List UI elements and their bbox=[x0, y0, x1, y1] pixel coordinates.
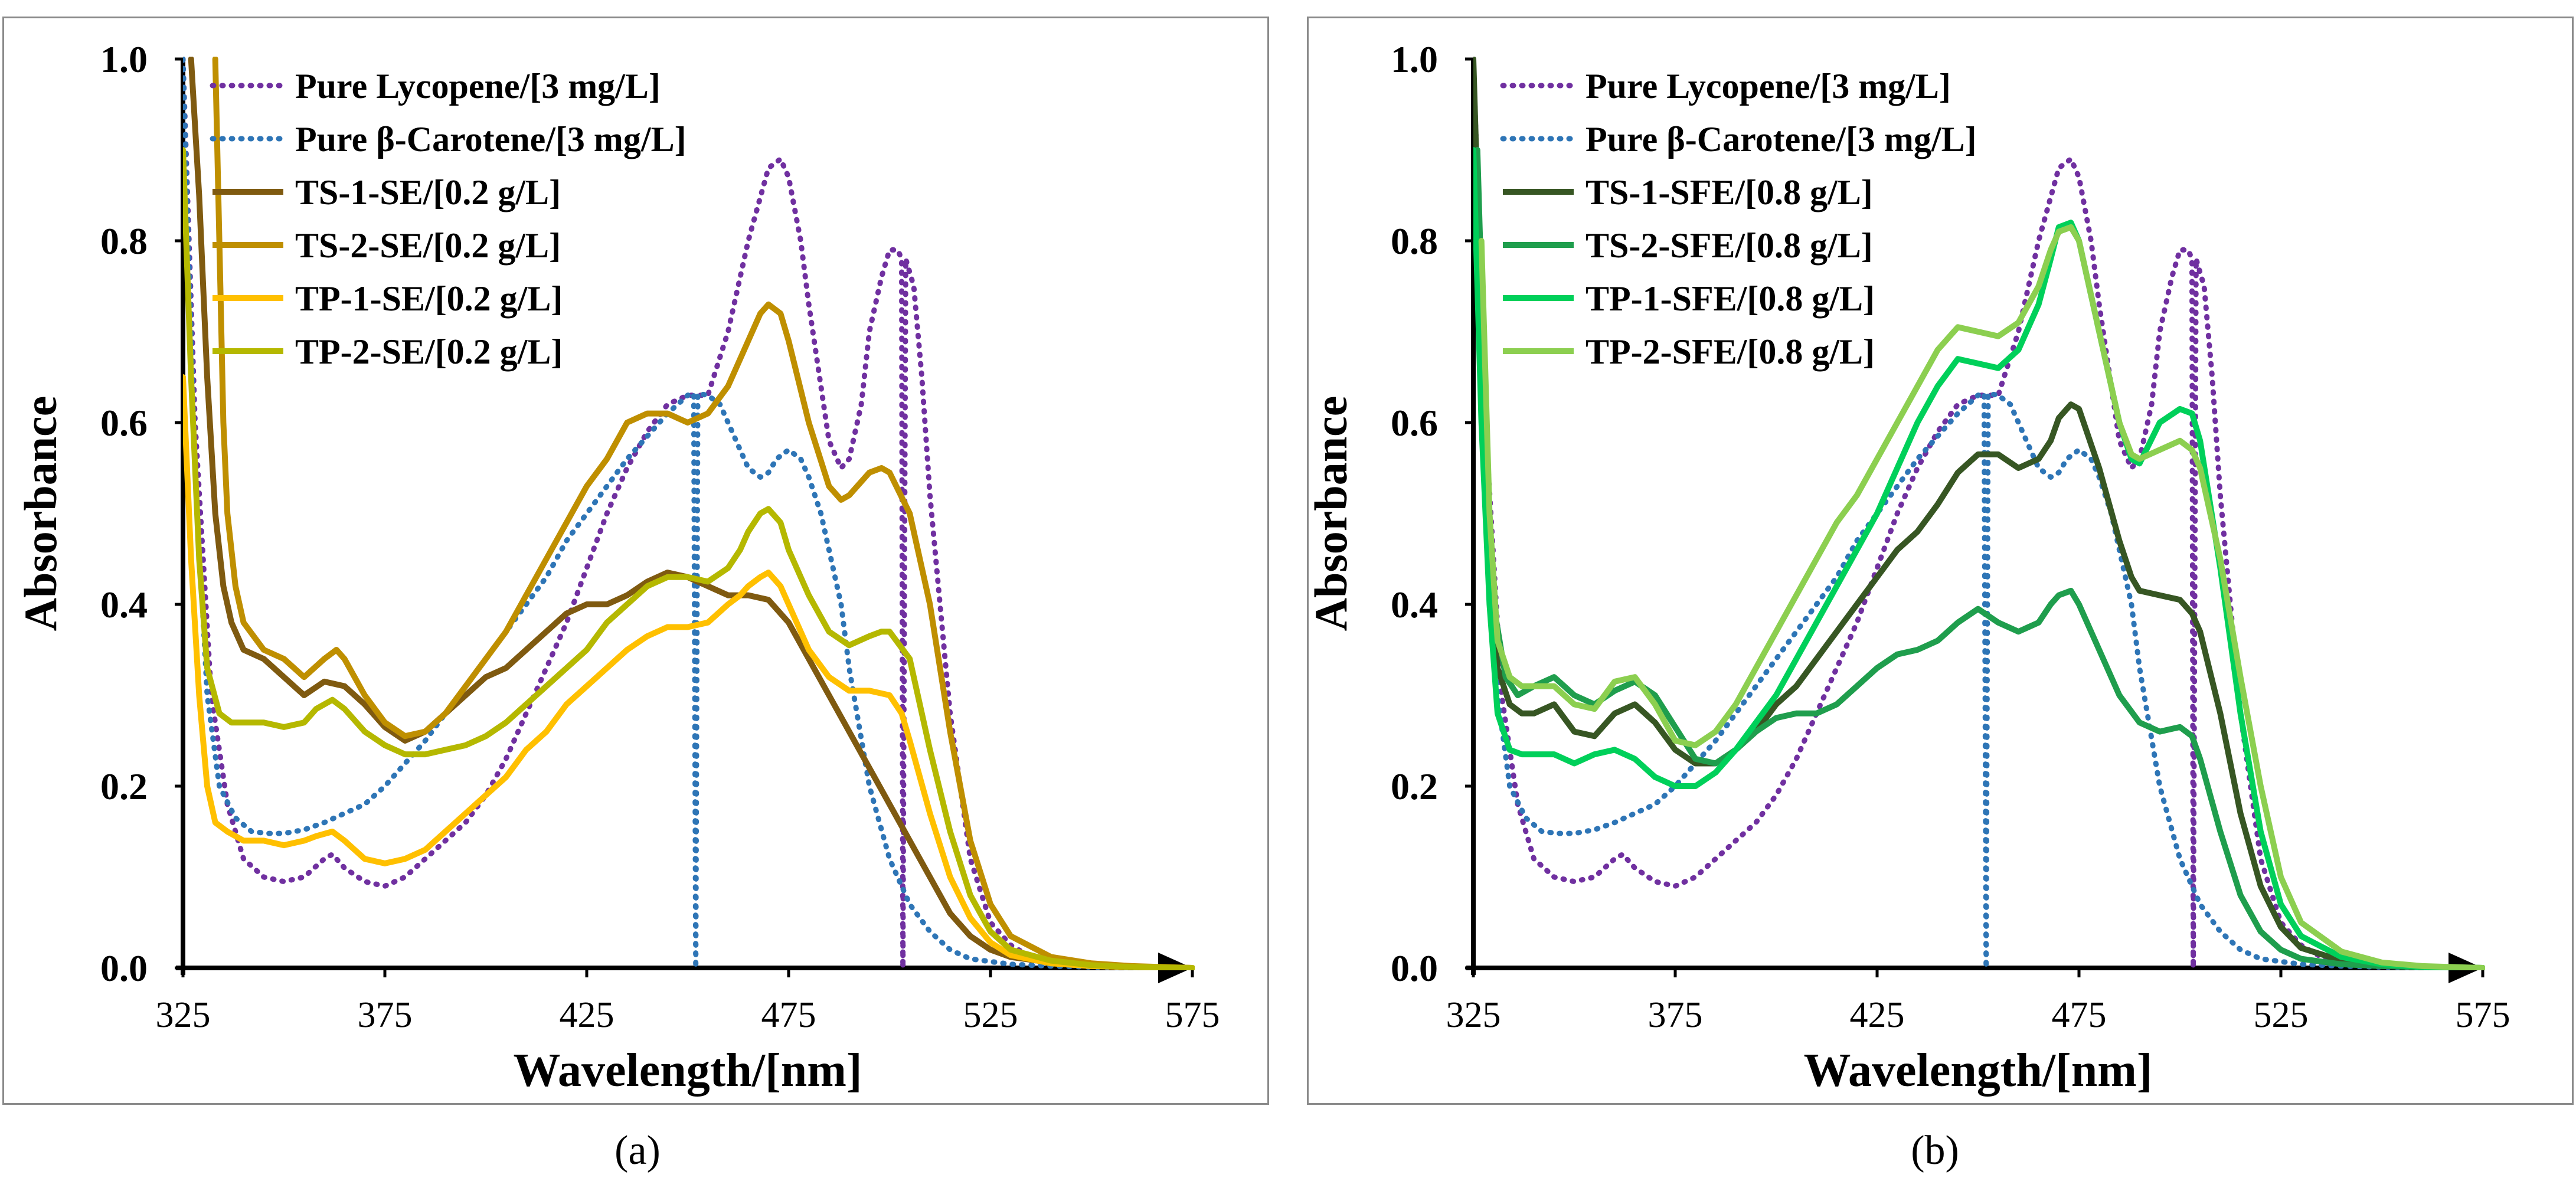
y-tick-label-b: 0.6 bbox=[1391, 402, 1438, 444]
x-tick-label-b: 375 bbox=[1648, 995, 1703, 1035]
x-tick-label-a: 325 bbox=[156, 995, 211, 1035]
legend-label-b-2: Pure β-Carotene/[3 mg/L] bbox=[1586, 120, 1977, 159]
legend-label-a-3: TS-1-SE/[0.2 g/L] bbox=[295, 173, 561, 212]
y-tick-label-a: 0.2 bbox=[100, 765, 148, 807]
x-tick-label-a: 475 bbox=[761, 995, 816, 1035]
chart-a: 325 375 425 475 525 575 0.0 0.2 0.4 0.6 0.8 1.0 Wave… bbox=[15, 38, 1220, 1097]
x-axis-title-b: Wavelength/[nm] bbox=[1803, 1045, 2152, 1097]
y-tick-label-b: 0.0 bbox=[1391, 947, 1438, 989]
y-tick-label-b: 0.8 bbox=[1391, 220, 1438, 262]
series-line-a-6 bbox=[183, 147, 1195, 970]
x-tick-label-b: 325 bbox=[1446, 995, 1501, 1035]
y-tick-label-b: 0.4 bbox=[1391, 584, 1438, 626]
y-tick-label-b: 1.0 bbox=[1391, 38, 1438, 80]
panel-a-caption: (a) bbox=[614, 1128, 661, 1173]
y-tick-label-b: 0.2 bbox=[1391, 765, 1438, 807]
y-tick-label-a: 0.6 bbox=[100, 402, 148, 444]
series-group-b bbox=[1473, 57, 2485, 970]
legend-label-a-6: TP-2-SE/[0.2 g/L] bbox=[295, 332, 563, 371]
legend-label-b-3: TS-1-SFE/[0.8 g/L] bbox=[1586, 173, 1873, 212]
series-line-a-4 bbox=[212, 57, 1195, 970]
series-line-b-6 bbox=[1478, 224, 2485, 970]
x-tick-label-a: 525 bbox=[963, 995, 1018, 1035]
chart-b: 325 375 425 475 525 575 0.0 0.2 0.4 0.6 0.8 1.0 Wave… bbox=[1305, 38, 2510, 1097]
y-axis-title-a: Absorbance bbox=[15, 396, 66, 632]
legend-label-b-1: Pure Lycopene/[3 mg/L] bbox=[1586, 67, 1951, 106]
legend-label-b-4: TS-2-SFE/[0.8 g/L] bbox=[1586, 226, 1873, 265]
series-line-a-2 bbox=[183, 57, 1195, 970]
panel-b-frame bbox=[1307, 17, 2574, 1105]
legend-label-a-5: TP-1-SE/[0.2 g/L] bbox=[295, 279, 563, 318]
y-tick-label-a: 0.4 bbox=[100, 584, 148, 626]
panel-b-caption: (b) bbox=[1911, 1128, 1959, 1173]
x-tick-label-b: 575 bbox=[2456, 995, 2510, 1035]
series-line-a-3 bbox=[188, 57, 1195, 970]
x-tick-label-b: 525 bbox=[2254, 995, 2309, 1035]
y-tick-label-a: 1.0 bbox=[100, 38, 148, 80]
legend-label-a-2: Pure β-Carotene/[3 mg/L] bbox=[295, 120, 687, 159]
legend-label-b-5: TP-1-SFE/[0.8 g/L] bbox=[1586, 279, 1875, 318]
series-line-a-5 bbox=[183, 374, 1195, 970]
legend-label-a-1: Pure Lycopene/[3 mg/L] bbox=[295, 67, 661, 106]
series-line-b-2 bbox=[1473, 57, 2485, 970]
legend-label-b-6: TP-2-SFE/[0.8 g/L] bbox=[1586, 332, 1875, 371]
series-line-b-5 bbox=[1473, 147, 2485, 970]
x-tick-label-b: 475 bbox=[2052, 995, 2107, 1035]
x-tick-label-b: 425 bbox=[1850, 995, 1905, 1035]
x-tick-label-a: 575 bbox=[1165, 995, 1220, 1035]
legend-label-a-4: TS-2-SE/[0.2 g/L] bbox=[295, 226, 561, 265]
panel-a-frame bbox=[2, 17, 1269, 1105]
x-axis-title-a: Wavelength/[nm] bbox=[513, 1045, 862, 1097]
x-tick-label-a: 425 bbox=[560, 995, 614, 1035]
y-tick-label-a: 0.8 bbox=[100, 220, 148, 262]
series-group-a bbox=[183, 57, 1195, 970]
y-tick-label-a: 0.0 bbox=[100, 947, 148, 989]
series-line-b-4 bbox=[1474, 147, 2485, 970]
x-tick-label-a: 375 bbox=[358, 995, 413, 1035]
y-axis-title-b: Absorbance bbox=[1305, 396, 1356, 632]
series-line-b-3 bbox=[1473, 57, 2485, 970]
